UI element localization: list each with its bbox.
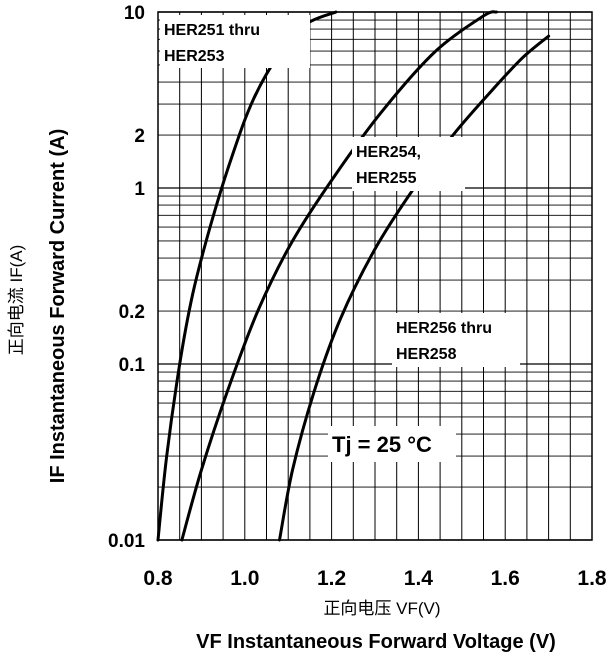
x-tick-label: 1.8 xyxy=(577,567,607,590)
y-tick-label: 0.2 xyxy=(119,302,145,323)
series-label-box xyxy=(392,313,520,367)
x-axis-title-cn: 正向电压 VF(V) xyxy=(323,599,440,618)
y-axis-title-cn: 正向电流 IF(A) xyxy=(7,245,26,356)
condition-box xyxy=(328,426,456,462)
y-tick-label: 0.01 xyxy=(108,531,145,552)
series-line xyxy=(278,34,551,542)
y-tick-label: 10 xyxy=(124,3,145,24)
y-axis-title: IF Instantaneous Forward Current (A) xyxy=(47,129,69,483)
y-tick-label: 1 xyxy=(134,179,145,200)
x-tick-label: 1.0 xyxy=(230,567,259,590)
x-tick-label: 0.8 xyxy=(143,567,173,590)
x-tick-label: 1.2 xyxy=(317,567,346,590)
y-tick-label: 0.1 xyxy=(119,355,146,376)
series-label: HER255 xyxy=(356,170,417,187)
series-label: HER256 thru xyxy=(396,320,492,337)
series-label-box xyxy=(352,137,465,191)
series-label: HER253 xyxy=(164,48,225,65)
condition-label: Tj = 25 °C xyxy=(332,432,432,457)
series-label: HER258 xyxy=(396,346,457,363)
series-label: HER254, xyxy=(356,144,421,161)
x-axis-title: VF Instantaneous Forward Voltage (V) xyxy=(196,631,556,653)
labels: 0.01 0.1 0.2 1 2 10 0.8 1.0 1.2 1.4 1.6 1.8 HER251 t… xyxy=(7,3,607,653)
plot-frame xyxy=(157,11,593,541)
x-tick-label: 1.4 xyxy=(404,567,434,590)
series-line xyxy=(180,10,498,542)
series-label-box xyxy=(160,15,310,68)
x-tick-label: 1.6 xyxy=(491,567,520,590)
series-line xyxy=(156,10,338,542)
y-tick-label: 2 xyxy=(134,126,145,147)
series-label: HER251 thru xyxy=(164,22,260,39)
